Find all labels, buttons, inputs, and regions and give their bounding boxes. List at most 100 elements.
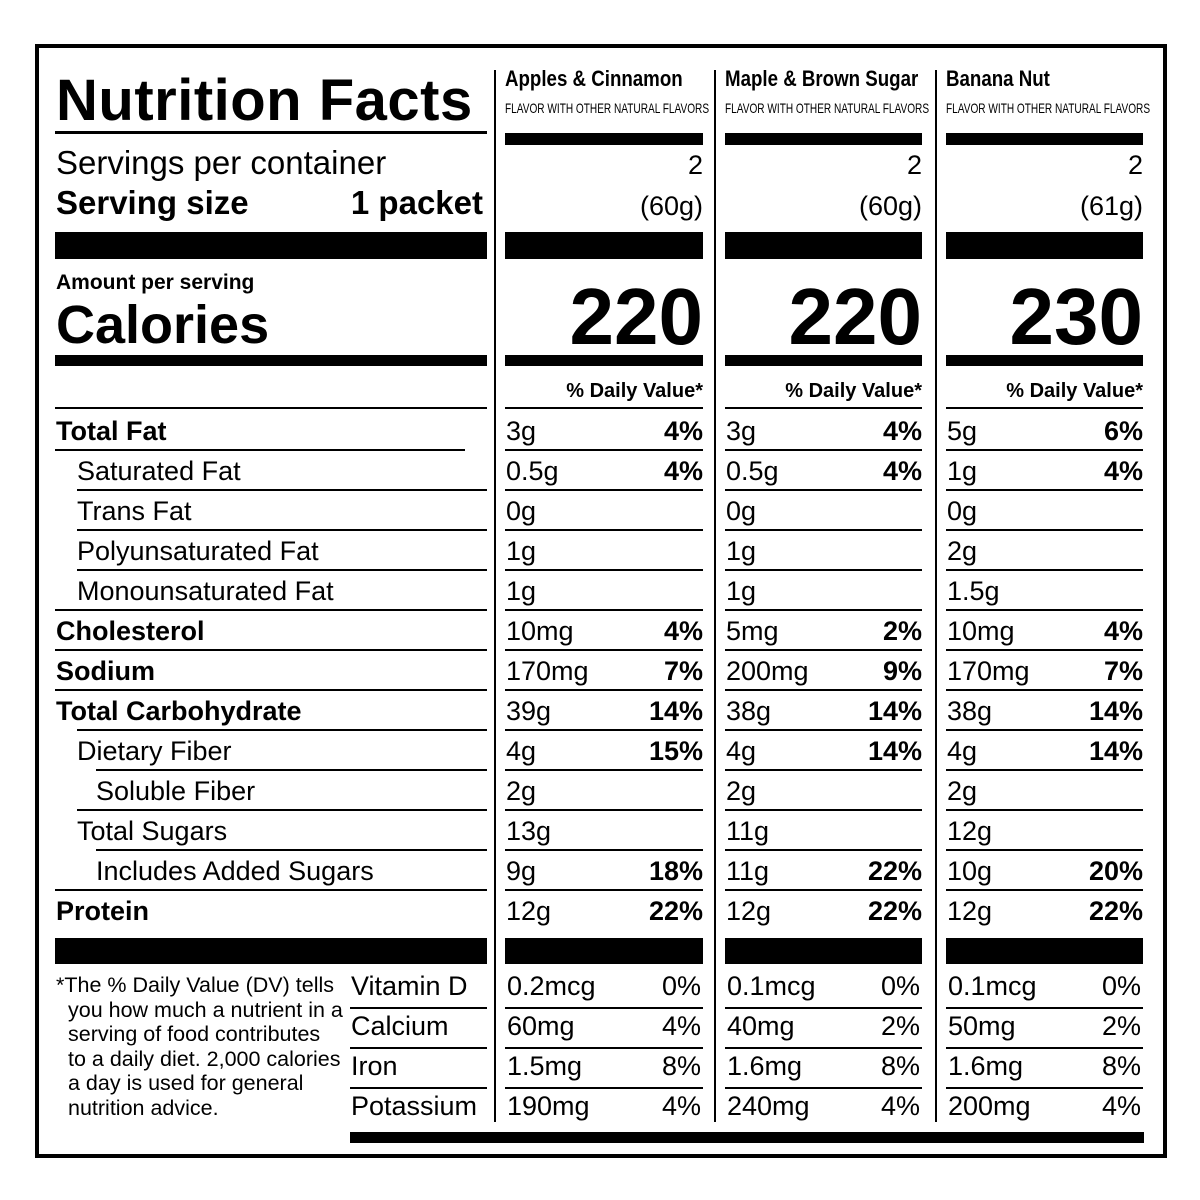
rule xyxy=(725,938,922,964)
nutrient-amount: 11g xyxy=(726,856,770,886)
nutrient-dv: 14% xyxy=(867,736,922,766)
rule xyxy=(505,569,703,571)
nutrient-dv: 22% xyxy=(867,856,922,886)
rule xyxy=(505,133,703,145)
nutrient-amount: 3g xyxy=(726,416,757,446)
nutrient-amount: 2g xyxy=(506,776,537,806)
rule xyxy=(946,1047,1143,1049)
rule xyxy=(946,529,1143,531)
rule xyxy=(77,729,487,731)
vitamin-dv: 4% xyxy=(661,1091,701,1121)
nutrient-amount: 5g xyxy=(947,416,978,446)
rule xyxy=(505,689,703,691)
vitamin-amount: 1.6mg xyxy=(727,1051,803,1081)
nutrient-amount: 10mg xyxy=(506,616,574,646)
vitamin-dv: 8% xyxy=(1101,1051,1141,1081)
rule xyxy=(505,609,703,611)
daily-value-header: % Daily Value* xyxy=(1006,380,1143,402)
rule xyxy=(55,407,487,409)
nutrient-label: Soluble Fiber xyxy=(96,776,256,806)
rule xyxy=(77,529,487,531)
rule xyxy=(77,489,487,491)
vitamin-label: Iron xyxy=(351,1051,398,1081)
vitamin-dv: 4% xyxy=(661,1011,701,1041)
product-subtitle: FLAVOR WITH OTHER NATURAL FLAVORS xyxy=(946,100,1151,116)
vitamin-amount: 0.2mcg xyxy=(507,971,596,1001)
rule xyxy=(96,769,487,771)
rule xyxy=(935,70,937,1122)
nutrient-dv: 7% xyxy=(663,656,703,686)
vitamin-dv: 0% xyxy=(880,971,920,1001)
serving-size-label: Serving size xyxy=(56,184,249,221)
nutrient-amount: 4g xyxy=(726,736,757,766)
serving-size: (61g) xyxy=(1079,191,1143,221)
vitamin-dv: 4% xyxy=(1101,1091,1141,1121)
rule xyxy=(725,355,922,366)
nutrient-amount: 0g xyxy=(947,496,978,526)
vitamin-amount: 40mg xyxy=(727,1011,795,1041)
vitamin-dv: 2% xyxy=(1101,1011,1141,1041)
rule xyxy=(505,769,703,771)
label-border xyxy=(35,44,1167,1158)
rule xyxy=(946,689,1143,691)
servings: 2 xyxy=(687,150,703,180)
nutrient-dv: 6% xyxy=(1103,416,1143,446)
nutrient-amount: 10mg xyxy=(947,616,1015,646)
vitamin-dv: 8% xyxy=(880,1051,920,1081)
nutrient-label: Total Fat xyxy=(56,416,167,446)
nutrient-label: Cholesterol xyxy=(56,616,205,646)
product-subtitle: FLAVOR WITH OTHER NATURAL FLAVORS xyxy=(725,100,930,116)
rule xyxy=(55,449,465,451)
rule xyxy=(725,889,922,891)
rule xyxy=(946,1007,1143,1009)
calories: 230 xyxy=(1009,272,1143,361)
rule xyxy=(350,1132,1144,1143)
rule xyxy=(505,232,703,259)
serving-size: (60g) xyxy=(858,191,922,221)
rule xyxy=(505,1087,703,1089)
rule xyxy=(55,689,487,691)
rule xyxy=(946,729,1143,731)
nutrient-amount: 4g xyxy=(506,736,537,766)
rule xyxy=(946,769,1143,771)
nutrient-label: Includes Added Sugars xyxy=(96,856,374,886)
rule xyxy=(350,1087,487,1089)
vitamin-dv: 0% xyxy=(661,971,701,1001)
calories-label: Calories xyxy=(56,295,270,355)
nutrient-dv: 22% xyxy=(1088,896,1143,926)
rule xyxy=(505,529,703,531)
nutrient-amount: 0.5g xyxy=(726,456,779,486)
rule xyxy=(725,489,922,491)
nutrient-amount: 11g xyxy=(726,816,770,846)
calories: 220 xyxy=(569,272,703,361)
rule xyxy=(350,1047,487,1049)
daily-value-header: % Daily Value* xyxy=(566,380,703,402)
rule xyxy=(946,849,1143,851)
rule xyxy=(946,489,1143,491)
vitamin-amount: 60mg xyxy=(507,1011,575,1041)
rule xyxy=(505,809,703,811)
daily-value-header: % Daily Value* xyxy=(785,380,922,402)
nutrient-amount: 38g xyxy=(726,696,772,726)
rule xyxy=(725,769,922,771)
nutrient-amount: 39g xyxy=(506,696,552,726)
rule xyxy=(725,407,922,409)
vitamin-dv: 0% xyxy=(1101,971,1141,1001)
rule xyxy=(725,849,922,851)
nutrient-dv: 18% xyxy=(648,856,703,886)
rule xyxy=(505,1047,703,1049)
rule xyxy=(505,938,703,964)
vitamin-label: Calcium xyxy=(351,1011,449,1041)
nutrient-dv: 14% xyxy=(1088,696,1143,726)
vitamin-dv: 8% xyxy=(661,1051,701,1081)
rule xyxy=(946,133,1143,145)
product-subtitle: FLAVOR WITH OTHER NATURAL FLAVORS xyxy=(505,100,710,116)
rule xyxy=(946,449,1143,451)
nutrient-dv: 4% xyxy=(882,416,922,446)
rule xyxy=(946,609,1143,611)
nutrient-amount: 1g xyxy=(726,536,757,566)
nutrient-dv: 22% xyxy=(867,896,922,926)
rule xyxy=(946,569,1143,571)
nutrient-amount: 1.5g xyxy=(947,576,1000,606)
rule xyxy=(55,355,487,366)
